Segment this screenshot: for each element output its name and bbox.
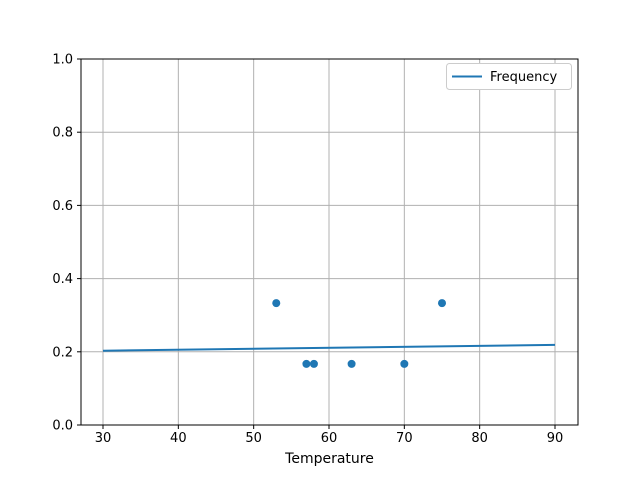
plot-frame bbox=[80, 58, 579, 426]
y-tick-label: 0.6 bbox=[52, 199, 73, 214]
y-tick-label: 0.0 bbox=[52, 419, 73, 434]
legend-box bbox=[446, 63, 572, 90]
y-tick-label: 0.4 bbox=[52, 272, 73, 287]
x-tick-label: 60 bbox=[321, 431, 338, 446]
x-tick-label: 50 bbox=[245, 431, 262, 446]
axis-tick-labels: 30 40 50 60 70 80 90 0.0 0.2 0.4 0.6 0.8 1.0 bbox=[52, 53, 563, 447]
scatter-point bbox=[347, 359, 356, 368]
grid bbox=[81, 58, 578, 426]
scatter-point bbox=[400, 359, 409, 368]
x-tick-label: 80 bbox=[471, 431, 488, 446]
axis-ticks bbox=[77, 58, 556, 429]
scatter-point bbox=[302, 359, 311, 368]
y-tick-label: 0.2 bbox=[52, 345, 73, 360]
x-tick-label: 40 bbox=[170, 431, 187, 446]
scatter-point bbox=[309, 359, 318, 368]
y-tick-label: 0.8 bbox=[52, 126, 73, 141]
x-tick-label: 70 bbox=[396, 431, 413, 446]
scatter-point bbox=[437, 299, 446, 308]
x-tick-label: 90 bbox=[547, 431, 564, 446]
x-tick-label: 30 bbox=[95, 431, 112, 446]
trend-line bbox=[102, 343, 556, 352]
legend-label: Frequency bbox=[490, 70, 557, 85]
x-axis-label: Temperature bbox=[284, 451, 374, 467]
y-tick-label: 1.0 bbox=[52, 53, 73, 68]
data-series bbox=[102, 299, 556, 368]
legend: Frequency bbox=[446, 63, 572, 90]
scatter-point bbox=[272, 299, 281, 308]
